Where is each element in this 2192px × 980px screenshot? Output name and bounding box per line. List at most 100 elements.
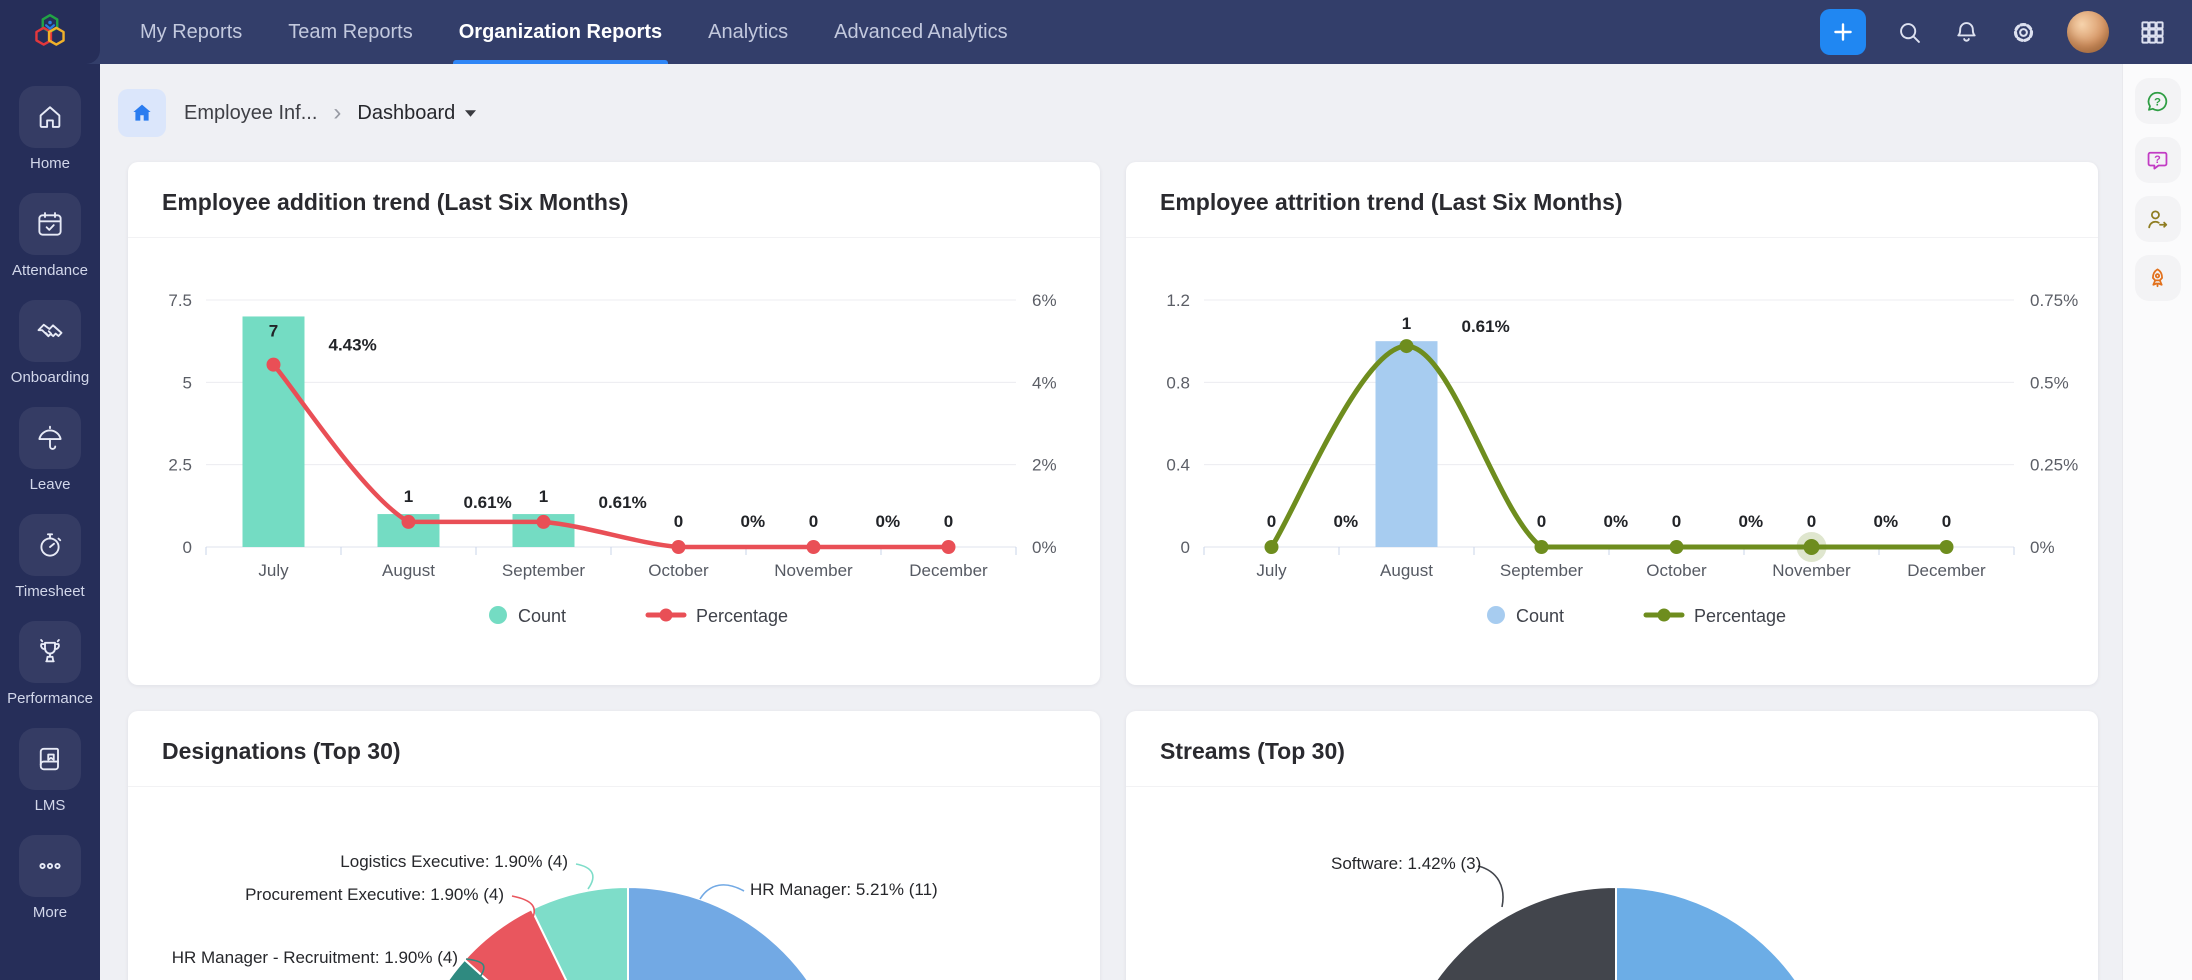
- line-point-july[interactable]: [1264, 540, 1279, 554]
- percent-data-label: 0.61%: [464, 493, 512, 512]
- search-icon[interactable]: [1896, 19, 1923, 46]
- sidebar-item-label: Home: [29, 155, 70, 172]
- callout-leader-line: [1477, 865, 1504, 908]
- x-axis-label: October: [1646, 561, 1707, 580]
- legend-count-marker[interactable]: [1487, 606, 1505, 624]
- sidebar-item-onboarding[interactable]: Onboarding: [11, 300, 89, 386]
- right-axis-tick-label: 6%: [1032, 291, 1057, 310]
- employee-attrition-chart: 1.2 0.75% 0.8 0.5% 0.4 0.25% 0 0% 0 1 0 0 0 0 0% 0.61% 0…: [1166, 291, 2078, 626]
- lms-book-icon: [19, 728, 81, 790]
- right-axis-tick-label: 0%: [2030, 538, 2055, 557]
- streams-pie-chart: Software: 1.42% (3): [1331, 854, 1836, 980]
- pie-slice-hr-manager-recruitment[interactable]: [427, 958, 628, 980]
- line-point-september[interactable]: [536, 514, 551, 529]
- legend-percentage-label[interactable]: Percentage: [696, 606, 788, 626]
- count-data-label: 0: [944, 512, 953, 531]
- x-axis-label: August: [382, 561, 435, 580]
- bar-july[interactable]: [242, 316, 305, 547]
- sidebar-item-label: Performance: [7, 690, 93, 707]
- sidebar-item-lms[interactable]: LMS: [19, 728, 81, 814]
- designations-pie-chart: HR Manager: 5.21% (11) Logistics Executiv…: [172, 852, 938, 980]
- x-axis-label: December: [1907, 561, 1986, 580]
- legend-count-label[interactable]: Count: [518, 606, 566, 626]
- line-point-july[interactable]: [266, 357, 281, 372]
- sidebar-item-more[interactable]: More: [19, 835, 81, 921]
- user-share-button[interactable]: [2134, 196, 2181, 242]
- dashboard-cards: Employee addition trend (Last Six Months…: [100, 162, 2122, 980]
- x-axis-label: August: [1380, 561, 1433, 580]
- tab-analytics[interactable]: Analytics: [708, 20, 789, 43]
- bar-august[interactable]: [1375, 341, 1438, 547]
- percent-data-label: 0%: [876, 512, 901, 531]
- sidebar-item-timesheet[interactable]: Timesheet: [15, 514, 85, 600]
- count-data-label: 1: [1402, 314, 1411, 333]
- whats-new-rocket-button[interactable]: [2134, 255, 2181, 301]
- performance-trophy-icon: [19, 621, 81, 683]
- breadcrumb-home-button[interactable]: [118, 89, 166, 137]
- leave-umbrella-icon: [19, 407, 81, 469]
- sidebar-item-label: LMS: [34, 797, 66, 814]
- zoho-people-logo[interactable]: [0, 0, 100, 64]
- x-axis-label: July: [258, 561, 289, 580]
- feedback-question-button[interactable]: ?: [2134, 137, 2181, 183]
- whats-new-rocket-icon: [2145, 266, 2170, 291]
- user-avatar[interactable]: [2067, 11, 2109, 53]
- count-data-label: 0: [1942, 512, 1951, 531]
- card-streams-pie: Streams (Top 30) Software: 1.42% (3): [1126, 711, 2098, 980]
- apps-grid-icon[interactable]: [2139, 19, 2166, 46]
- sidebar-item-attendance[interactable]: Attendance: [12, 193, 88, 279]
- settings-gear-icon[interactable]: [2010, 19, 2037, 46]
- left-axis-tick-label: 1.2: [1166, 291, 1190, 310]
- legend-count-marker[interactable]: [489, 606, 507, 624]
- tab-team-reports[interactable]: Team Reports: [288, 20, 413, 43]
- tab-organization-reports[interactable]: Organization Reports: [452, 0, 669, 64]
- line-point-october[interactable]: [1669, 540, 1684, 554]
- x-axis-label: September: [1500, 561, 1583, 580]
- tab-my-reports[interactable]: My Reports: [140, 20, 243, 43]
- x-axis-label: December: [909, 561, 988, 580]
- percent-data-label: 0.61%: [1462, 317, 1510, 336]
- legend-percentage-dot: [1657, 608, 1671, 622]
- timesheet-stopwatch-icon: [18, 514, 81, 576]
- x-axis-label: July: [1256, 561, 1287, 580]
- line-point-november[interactable]: [1803, 539, 1820, 555]
- tab-advanced-analytics[interactable]: Advanced Analytics: [834, 20, 1008, 43]
- home-icon: [133, 104, 151, 121]
- svg-text:?: ?: [2154, 96, 2161, 108]
- line-point-november[interactable]: [806, 540, 821, 554]
- pie-slice-software[interactable]: [1396, 885, 1617, 980]
- callout-leader-line: [699, 884, 745, 900]
- breadcrumb-module[interactable]: Employee Inf...: [184, 101, 318, 124]
- line-point-december[interactable]: [941, 540, 956, 554]
- notifications-bell-icon[interactable]: [1953, 19, 1980, 46]
- feedback-question-icon: ?: [2145, 148, 2170, 173]
- line-point-august[interactable]: [1399, 339, 1414, 354]
- left-axis-tick-label: 0.4: [1166, 456, 1190, 475]
- count-data-label: 1: [404, 487, 413, 506]
- breadcrumb-page-label: Dashboard: [357, 101, 456, 124]
- right-axis-tick-label: 4%: [1032, 373, 1057, 392]
- legend-percentage-label[interactable]: Percentage: [1694, 606, 1786, 626]
- card-title: Streams (Top 30): [1160, 738, 1345, 764]
- line-point-october[interactable]: [671, 540, 686, 554]
- line-point-september[interactable]: [1534, 540, 1549, 554]
- help-chat-icon: ?: [2145, 89, 2170, 114]
- sidebar-item-label: Timesheet: [15, 583, 85, 600]
- pie-slice-hr-manager[interactable]: [627, 885, 848, 980]
- left-axis-tick-label: 7.5: [168, 291, 192, 310]
- sidebar-item-leave[interactable]: Leave: [19, 407, 81, 493]
- right-axis-tick-label: 2%: [1032, 456, 1057, 475]
- line-point-august[interactable]: [401, 514, 416, 529]
- breadcrumb-page-dropdown[interactable]: Dashboard: [357, 101, 477, 125]
- more-ellipsis-icon: [19, 835, 81, 897]
- sidebar-item-performance[interactable]: Performance: [7, 621, 93, 707]
- sidebar-item-home[interactable]: Home: [19, 86, 81, 172]
- legend-count-label[interactable]: Count: [1516, 606, 1564, 626]
- count-data-label: 7: [269, 321, 278, 340]
- pie-slice-unlabeled[interactable]: [1615, 885, 1836, 980]
- line-point-december[interactable]: [1939, 540, 1954, 554]
- add-button[interactable]: [1820, 9, 1866, 55]
- right-utility-rail: ??: [2122, 64, 2192, 980]
- help-chat-button[interactable]: ?: [2134, 78, 2181, 124]
- count-data-label: 0: [1267, 512, 1276, 531]
